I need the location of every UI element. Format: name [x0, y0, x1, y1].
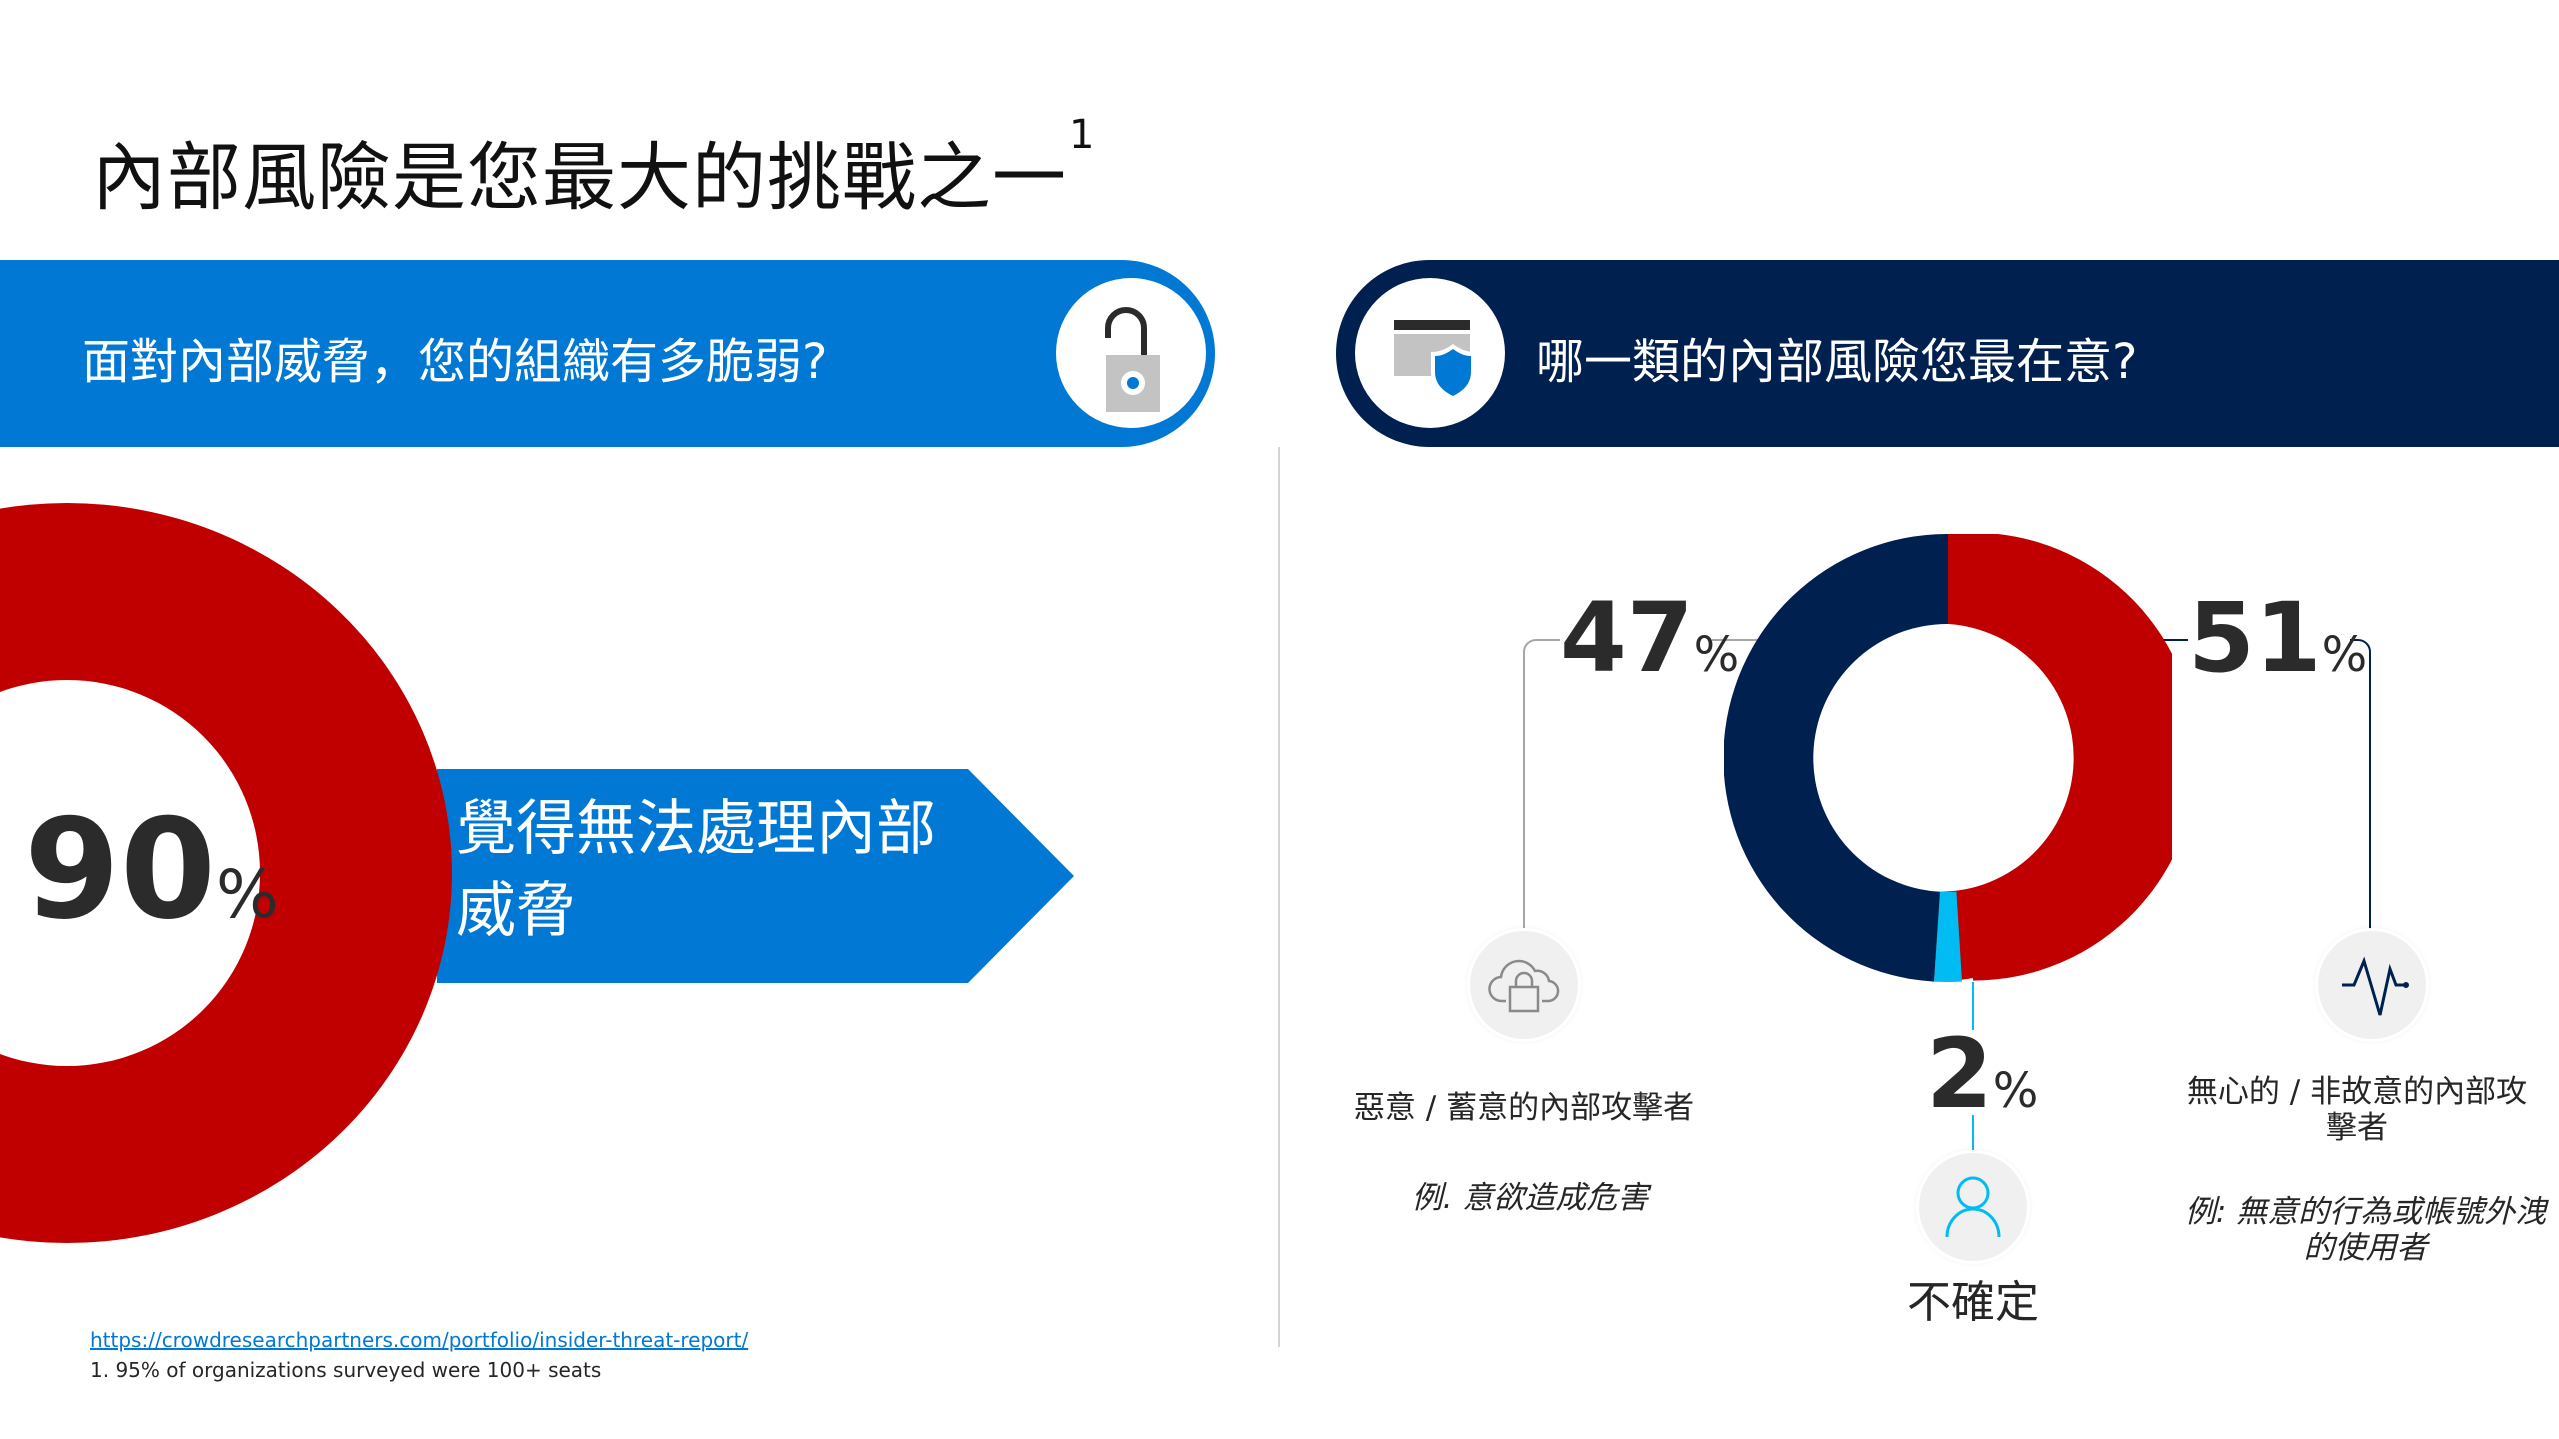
page-title: 內部風險是您最大的挑戰之一1 — [92, 112, 1095, 225]
stat-51-percent: 51% — [2188, 588, 2367, 705]
shield-window-icon — [1355, 278, 1505, 428]
page-title-text: 內部風險是您最大的挑戰之一 — [92, 135, 1067, 221]
right-question-text: 哪一類的內部風險您最在意? — [1536, 334, 2138, 390]
heartbeat-pulse-icon — [2318, 931, 2426, 1039]
stat-unit: % — [1992, 1063, 2039, 1119]
footnote-marker: 1 — [1069, 112, 1096, 158]
left-question-banner — [0, 260, 1215, 447]
stat-value: 2 — [1926, 1018, 1993, 1130]
stat-value: 47 — [1560, 582, 1694, 694]
category-example-malicious: 例. 意欲造成危害 — [1411, 1180, 1649, 1216]
stat-2-percent: 2% — [1926, 1024, 2038, 1141]
panel-divider — [1278, 447, 1280, 1347]
vulnerability-donut — [0, 503, 452, 1247]
person-icon — [1919, 1153, 2027, 1261]
stat-unit: % — [2321, 627, 2368, 683]
stat-90-percent: 90% — [24, 800, 279, 965]
footnote-text: 1. 95% of organizations surveyed were 10… — [90, 1358, 602, 1382]
category-label-malicious: 惡意 / 蓄意的內部攻擊者 — [1353, 1090, 1695, 1126]
right-question-banner — [1336, 260, 2559, 447]
category-label-unsure: 不確定 — [1907, 1277, 2039, 1328]
stat-unit: % — [216, 856, 279, 933]
stat-value: 51 — [2188, 582, 2322, 694]
callout-arrow — [437, 769, 1077, 988]
stat-value: 90 — [24, 789, 217, 950]
leader-lines — [1500, 600, 2400, 1244]
category-example-unintentional: 例: 無意的行為或帳號外洩的使用者 — [2184, 1194, 2547, 1266]
source-link[interactable]: https://crowdresearchpartners.com/portfo… — [90, 1328, 749, 1352]
unlocked-padlock-icon — [1056, 278, 1206, 428]
insider-risk-donut — [1723, 532, 2198, 986]
stat-unit: % — [1693, 627, 1740, 683]
callout-text: 覺得無法處理內部威脅 — [456, 794, 936, 946]
cloud-lock-icon — [1470, 931, 1578, 1039]
left-question-text: 面對內部威脅，您的組織有多脆弱? — [82, 334, 828, 390]
category-label-unintentional: 無心的 / 非故意的內部攻擊者 — [2186, 1074, 2528, 1146]
stat-47-percent: 47% — [1560, 588, 1739, 705]
